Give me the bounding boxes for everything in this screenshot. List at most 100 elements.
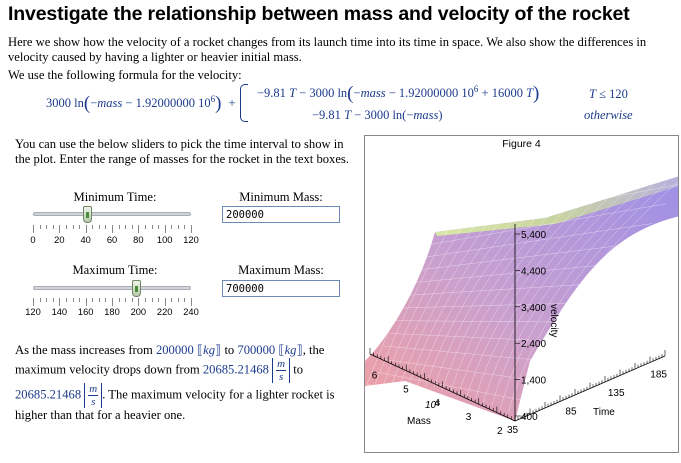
min-time-slider-track[interactable] <box>33 212 191 216</box>
slider-tick <box>72 225 74 229</box>
y-tick-label: 85 <box>565 407 577 418</box>
surface-mesh-line <box>434 184 678 233</box>
slider-tick <box>112 225 113 233</box>
slider-tick <box>33 298 34 306</box>
slider-tick <box>151 225 153 229</box>
surface-mesh-line <box>406 282 612 296</box>
slider-tick <box>59 225 61 233</box>
surface-mesh-line <box>423 223 653 258</box>
slider-tick <box>79 298 81 302</box>
slider-tick <box>52 298 54 302</box>
surface-mesh-line <box>395 320 584 323</box>
slider-tick <box>52 225 54 229</box>
slider-tick <box>85 225 87 233</box>
slider-tick <box>65 298 67 302</box>
slider-tick <box>138 225 140 233</box>
surface-mesh-line <box>383 345 557 362</box>
z-tick-label: 4,400 <box>521 266 546 277</box>
piecewise-condition-2: otherwise <box>584 108 633 122</box>
surface-mesh-line <box>516 181 678 417</box>
x-tick-label: 5 <box>403 384 409 395</box>
x-tick-label: 4 <box>434 398 440 409</box>
result-text: As the mass increases from 200000 ⟦kg⟧ t… <box>15 343 335 422</box>
slider-tick <box>144 225 146 229</box>
slider-tick <box>131 225 133 229</box>
surface-mesh-line <box>372 371 529 402</box>
slider-tick-label: 40 <box>80 235 91 245</box>
max-time-slider-thumb[interactable] <box>132 280 142 297</box>
velocity-to-value: 20685.21468 <box>15 387 82 402</box>
piecewise-case-1: −9.81 T − 3000 ln(−mass − 1.92000000 106… <box>257 83 540 105</box>
x-tick-label: 2 <box>497 426 503 437</box>
min-time-slider-thumb[interactable] <box>82 206 92 223</box>
slider-tick <box>184 298 186 302</box>
formula-intro: We use the following formula for the vel… <box>8 68 242 82</box>
slider-tick-label: 120 <box>25 307 41 317</box>
velocity-formula-term1: 3000 ln(−mass − 1.92000000 106) + <box>46 93 236 115</box>
velocity-from-value: 20685.21468 <box>202 362 269 377</box>
slider-tick <box>112 298 113 306</box>
slider-tick <box>164 225 166 233</box>
surface-mesh-line <box>450 202 572 392</box>
slider-tick-label: 180 <box>104 307 120 317</box>
min-mass-label: Minimum Mass: <box>239 190 323 204</box>
slider-tick-label: 0 <box>30 235 36 245</box>
page-title: Investigate the relationship between mas… <box>8 3 630 25</box>
help-text: You can use the below sliders to pick th… <box>15 137 349 166</box>
max-time-slider[interactable] <box>33 280 191 297</box>
slider-tick <box>92 225 94 229</box>
slider-tick <box>138 298 140 306</box>
surface-mesh-line <box>483 191 626 403</box>
slider-tick <box>98 298 100 302</box>
slider-tick <box>191 225 192 233</box>
slider-tick <box>191 298 192 306</box>
y-axis-label: Time <box>593 407 615 418</box>
slider-tick-label: 100 <box>156 235 173 245</box>
surface-mesh-line <box>416 214 517 386</box>
min-time-slider[interactable] <box>33 206 191 223</box>
slider-tick-label: 80 <box>133 235 144 245</box>
surface-plot[interactable]: Figure 4 velocity 10⁵ Mass <box>364 135 679 453</box>
max-mass-label: Maximum Mass: <box>238 263 324 277</box>
z-tick-label: 1,400 <box>521 376 546 387</box>
z-tick-label: 5,400 <box>521 230 546 241</box>
x-tick-label: 6 <box>372 370 378 381</box>
surface-plot-svg: velocity 10⁵ Mass Time 5,400 4,400 3,400 2,… <box>365 176 678 437</box>
slider-tick <box>39 225 41 229</box>
slider-tick <box>33 225 34 233</box>
slider-tick-label: 220 <box>156 307 173 317</box>
slider-tick <box>158 298 160 302</box>
slider-tick <box>177 298 179 302</box>
slider-tick <box>92 298 94 302</box>
slider-tick <box>164 298 166 306</box>
slider-tick <box>125 225 127 229</box>
slider-tick <box>39 298 41 302</box>
surface-mesh-line <box>366 383 516 422</box>
slider-tick <box>118 225 120 229</box>
surface-mesh-line <box>425 211 531 388</box>
max-mass-input[interactable] <box>222 280 340 297</box>
surface-mesh-line <box>500 185 653 409</box>
slider-tick <box>105 298 107 302</box>
slider-tick <box>158 225 160 229</box>
max-time-slider-track[interactable] <box>33 286 191 290</box>
slider-tick <box>46 298 48 302</box>
slider-tick <box>151 298 153 302</box>
intro-text: Here we show how the velocity of a rocke… <box>8 35 647 64</box>
plot-title: Figure 4 <box>502 138 541 150</box>
surface-mesh-line <box>491 188 640 406</box>
min-time-ticks <box>33 225 192 233</box>
z-tick-label: 400 <box>521 412 538 423</box>
slider-tick <box>79 225 81 229</box>
min-mass-input[interactable] <box>222 206 340 223</box>
max-time-ticks <box>33 298 192 306</box>
slider-tick <box>171 225 173 229</box>
z-tick-label: 2,400 <box>521 339 546 350</box>
slider-tick-label: 160 <box>77 307 94 317</box>
slider-tick <box>171 298 173 302</box>
surface-mesh-line <box>383 226 463 384</box>
slider-tick <box>46 225 48 229</box>
surface-mesh-line <box>375 228 449 384</box>
slider-tick-label: 140 <box>51 307 68 317</box>
slider-tick-label: 60 <box>106 235 118 245</box>
